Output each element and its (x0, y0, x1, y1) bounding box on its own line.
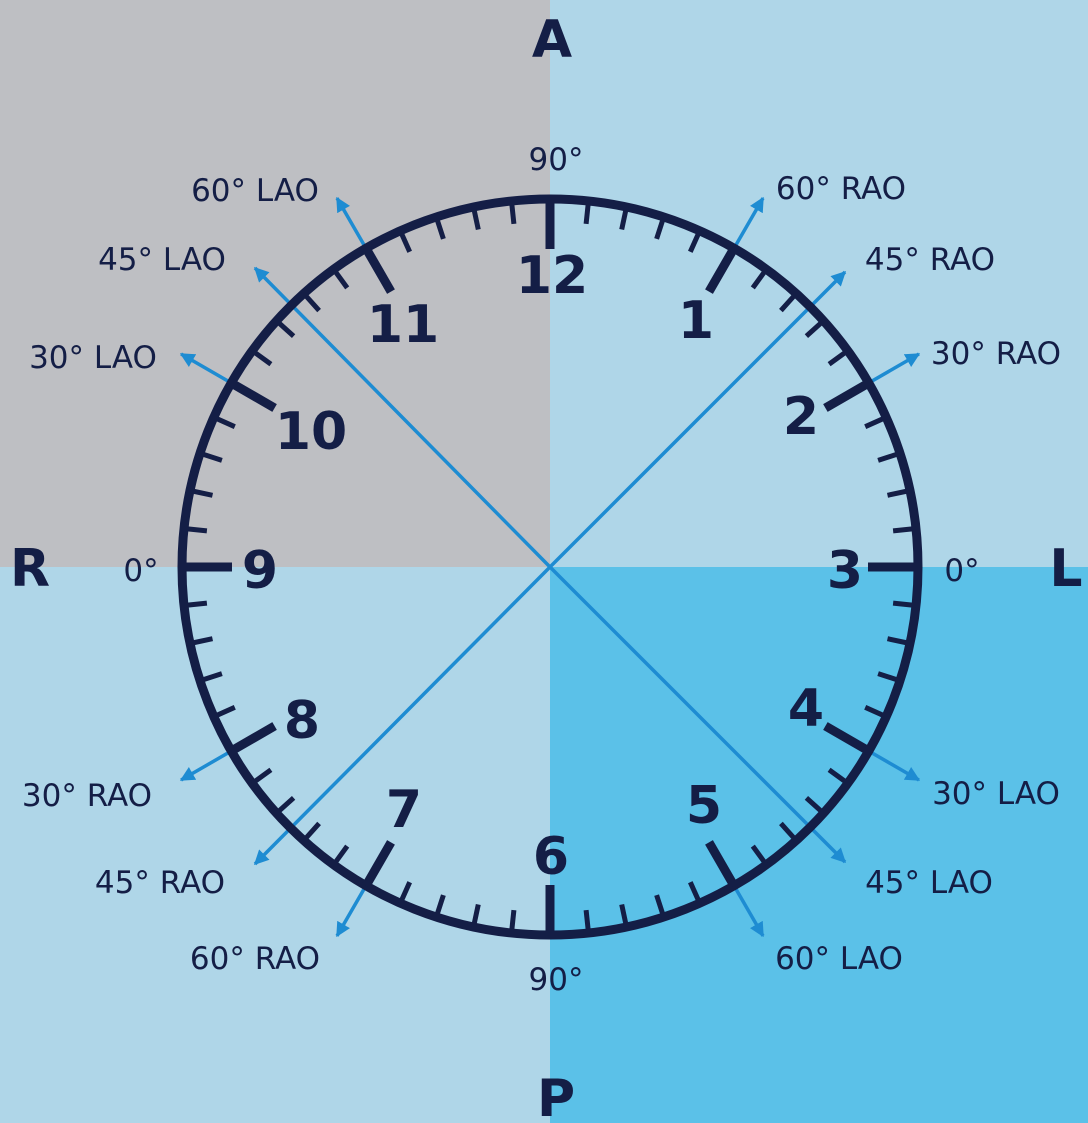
direction-anterior: A (532, 10, 572, 70)
minute-tick (331, 267, 350, 290)
hour-tick (705, 840, 738, 888)
minute-tick (688, 881, 702, 905)
projection-label-60-rao-lower-left: 60° RAO (190, 941, 320, 977)
projection-labels: 60° RAO 45° RAO 30° RAO 30° LAO 45° LAO … (22, 171, 1061, 977)
minute-tick (199, 450, 223, 463)
minute-tick (583, 200, 591, 225)
minute-tick (331, 844, 350, 867)
projection-label-30-lao-upper-left: 30° LAO (29, 340, 157, 376)
minute-tick (398, 229, 412, 253)
minute-tick (804, 318, 826, 338)
minute-tick (619, 903, 629, 928)
minute-tick (827, 767, 850, 786)
minute-tick (301, 821, 321, 843)
projection-label-45-rao-upper: 45° RAO (865, 242, 995, 278)
quadrant-top-right (550, 0, 1088, 567)
minute-tick (892, 600, 917, 608)
projection-label-45-lao-lower-right: 45° LAO (865, 865, 993, 901)
minute-tick (654, 894, 667, 918)
minute-tick (688, 229, 702, 253)
minute-tick (212, 705, 236, 719)
minute-tick (398, 881, 412, 905)
minute-tick (183, 600, 208, 608)
hour-tick (823, 722, 871, 755)
minute-tick (827, 348, 850, 367)
minute-tick (892, 526, 917, 534)
hour-12: 12 (516, 246, 588, 306)
direction-posterior: P (537, 1069, 575, 1123)
hour-3: 3 (827, 541, 863, 601)
clock-hours: 12 1 2 3 4 5 6 7 8 9 10 11 (242, 246, 863, 887)
hour-tick (362, 246, 395, 294)
quadrant-bottom-right (550, 567, 1088, 1123)
hour-6: 6 (533, 827, 569, 887)
projection-label-60-lao-upper-left: 60° LAO (191, 173, 319, 209)
direction-right: R (10, 539, 50, 599)
hour-4: 4 (788, 679, 824, 739)
minute-tick (471, 206, 481, 231)
minute-tick (509, 909, 517, 934)
minute-tick (301, 291, 321, 313)
projection-arrow-45-rao-lower (253, 565, 552, 866)
hour-9: 9 (242, 541, 278, 601)
minute-tick (804, 796, 826, 816)
minute-tick (509, 200, 517, 225)
minute-tick (433, 894, 446, 918)
minute-tick (250, 348, 273, 367)
clock-ticks (182, 199, 918, 935)
hour-tick (229, 379, 277, 412)
projection-label-60-lao-lower-right: 60° LAO (775, 941, 903, 977)
minute-tick (779, 821, 799, 843)
minute-tick (250, 767, 273, 786)
minute-tick (212, 415, 236, 429)
minute-tick (189, 488, 214, 498)
projection-label-45-rao-lower-left: 45° RAO (95, 865, 225, 901)
minute-tick (274, 796, 296, 816)
direction-left: L (1049, 539, 1082, 599)
minute-tick (199, 671, 223, 684)
projection-label-45-lao-upper-left: 45° LAO (98, 242, 226, 278)
minute-tick (471, 903, 481, 928)
projection-label-30-rao-lower-left: 30° RAO (22, 778, 152, 814)
hour-tick (705, 246, 738, 294)
minute-tick (433, 216, 446, 240)
hour-8: 8 (284, 691, 320, 751)
minute-tick (654, 216, 667, 240)
hour-tick (362, 840, 395, 888)
hour-1: 1 (678, 291, 714, 351)
minute-tick (779, 291, 799, 313)
hour-tick (229, 722, 277, 755)
minute-tick (274, 318, 296, 338)
minute-tick (886, 488, 911, 498)
hour-10: 10 (275, 402, 347, 462)
projection-arrow-45-rao-upper (548, 270, 847, 569)
minute-tick (877, 450, 901, 463)
hour-2: 2 (783, 387, 819, 447)
minute-tick (886, 636, 911, 646)
minute-tick (877, 671, 901, 684)
minute-tick (619, 206, 629, 231)
projection-label-60-rao-upper: 60° RAO (776, 171, 906, 207)
minute-tick (864, 705, 888, 719)
hour-5: 5 (686, 776, 722, 836)
projection-label-30-rao-upper: 30° RAO (931, 336, 1061, 372)
degree-label-top: 90° (529, 142, 584, 178)
minute-tick (750, 267, 769, 290)
minute-tick (583, 909, 591, 934)
hour-11: 11 (367, 295, 439, 355)
minute-tick (864, 415, 888, 429)
hour-tick (823, 379, 871, 412)
degree-label-right: 0° (944, 553, 979, 589)
minute-tick (189, 636, 214, 646)
minute-tick (750, 844, 769, 867)
degree-label-bottom: 90° (529, 962, 584, 998)
projection-arrow-45-lao-upper (253, 266, 552, 569)
projection-arrow-45-lao-lower (548, 565, 847, 864)
hour-7: 7 (386, 780, 422, 840)
projection-label-30-lao-lower-right: 30° LAO (932, 776, 1060, 812)
degree-label-left: 0° (123, 553, 158, 589)
minute-tick (183, 526, 208, 534)
